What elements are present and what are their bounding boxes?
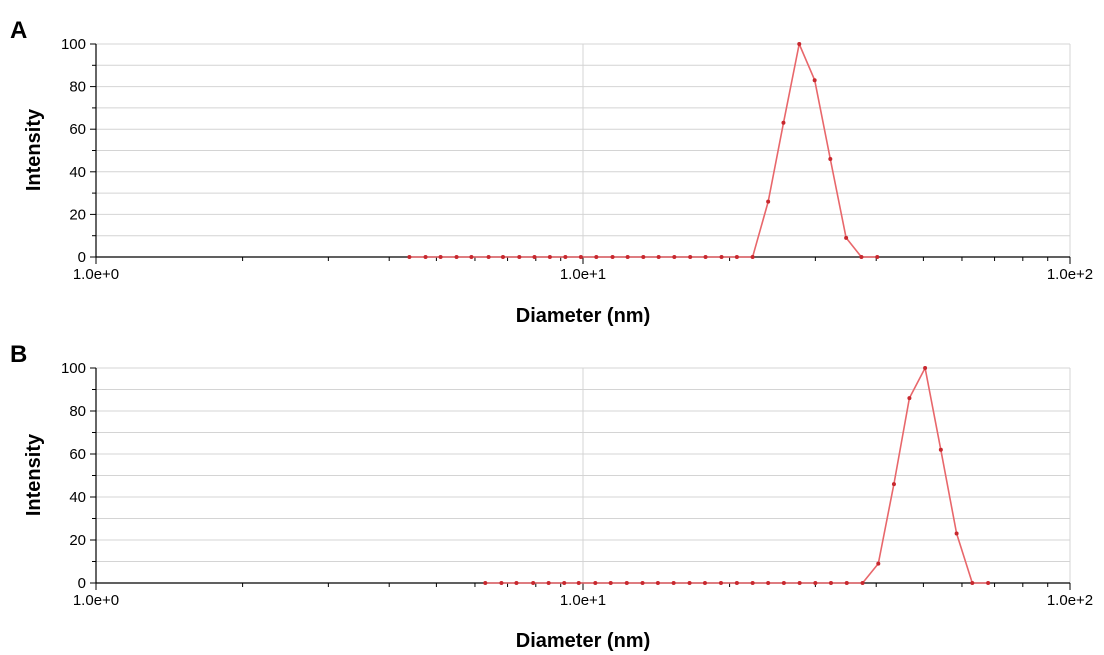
data-point [593,581,598,585]
data-point [687,581,692,585]
panel-a-gridlines [96,43,1071,257]
data-point [781,581,786,585]
data-point [454,255,459,259]
panel-b-y-axis-title: Intensity [23,433,45,516]
data-point [719,255,724,259]
data-point [781,120,786,125]
y-tick-label: 20 [69,206,86,223]
data-point [828,157,833,162]
panel-a-label: A [10,17,27,44]
data-point [750,581,755,585]
data-point [532,255,537,259]
data-point [766,581,771,585]
panel-a-chart: A 0 20 40 60 80 100 1.0e+0 1.0e+1 1.0e+2 Diamete… [10,17,1093,327]
y-tick-label: 40 [69,164,86,181]
data-point [563,255,568,259]
data-point [576,581,581,585]
data-point [812,78,817,83]
y-tick-label: 100 [61,36,86,53]
y-tick-label: 0 [78,249,86,266]
data-point [499,581,504,585]
data-point [531,581,536,585]
data-point [469,255,474,259]
x-tick-label: 1.0e+0 [73,266,119,283]
data-point [734,581,739,585]
data-point [688,255,693,259]
data-point [844,581,849,585]
x-tick-label: 1.0e+1 [560,592,606,609]
data-point [547,255,552,259]
data-point [486,255,491,259]
data-point [844,235,849,240]
data-point [891,482,896,487]
y-tick-label: 80 [69,403,86,420]
data-point [594,255,599,259]
data-point [828,581,833,585]
panel-a-plot-area [407,42,880,259]
y-tick-label: 80 [69,79,86,96]
data-point [656,255,661,259]
x-tick-label: 1.0e+1 [560,266,606,283]
data-point [517,255,522,259]
panel-a-x-axis-title: Diameter (nm) [516,305,650,327]
data-point [938,447,943,452]
data-point [954,531,959,536]
x-tick-label: 1.0e+0 [73,592,119,609]
y-tick-label: 60 [69,446,86,463]
panel-b-ticks: 0 20 40 60 80 100 1.0e+0 1.0e+1 1.0e+2 [61,360,1093,609]
data-point [407,255,412,259]
panel-a-y-axis-title: Intensity [23,108,45,191]
data-point [907,396,912,401]
data-point [641,255,646,259]
data-point [970,581,975,585]
y-tick-label: 60 [69,121,86,138]
y-tick-label: 40 [69,489,86,506]
data-point [702,581,707,585]
data-point [608,581,613,585]
data-point [625,255,630,259]
data-point [703,255,708,259]
data-point [423,255,428,259]
panel-a-ticks: 0 20 40 60 80 100 1.0e+0 1.0e+1 1.0e+2 [61,36,1093,283]
data-point [986,581,991,585]
data-point [813,581,818,585]
panel-b-plot-area [483,366,991,585]
data-point [718,581,723,585]
panel-b-gridlines [96,367,1071,583]
data-point [514,581,519,585]
data-point [876,561,881,566]
data-point [797,42,802,46]
data-point [766,199,771,204]
y-tick-label: 20 [69,532,86,549]
data-point [438,255,443,259]
panel-b-label: B [10,341,27,368]
data-point [562,581,567,585]
data-point [750,255,755,259]
data-point [671,581,676,585]
panel-b-chart: B 0 20 40 60 80 100 1.0e+0 1.0e+1 1.0e+2 Diamete… [10,341,1093,652]
data-point [860,581,865,585]
data-point [923,366,928,370]
y-tick-label: 100 [61,360,86,377]
data-point [483,581,488,585]
data-point [875,255,880,259]
panel-b-x-axis-title: Diameter (nm) [516,630,650,652]
data-point [640,581,645,585]
data-point [655,581,660,585]
y-tick-label: 0 [78,575,86,592]
x-tick-label: 1.0e+2 [1047,266,1093,283]
data-point [672,255,677,259]
x-tick-label: 1.0e+2 [1047,592,1093,609]
data-point [610,255,615,259]
data-point [734,255,739,259]
data-point [859,255,864,259]
data-point [797,581,802,585]
data-point [624,581,629,585]
data-point [578,255,583,259]
data-point [500,255,505,259]
data-point [546,581,551,585]
